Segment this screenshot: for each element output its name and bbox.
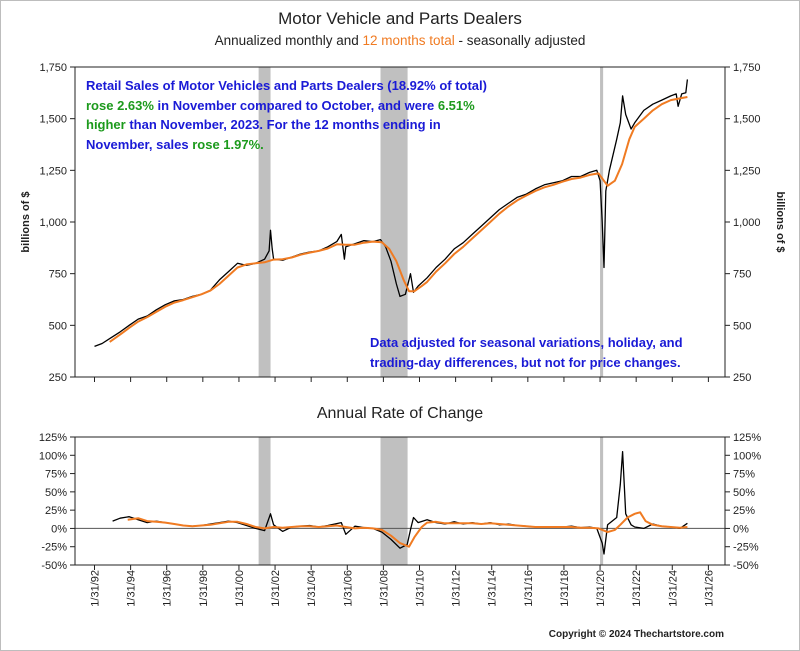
xtick-label: 1/31/12 [451,570,463,607]
xtick-label: 1/31/92 [90,570,102,607]
xtick-label: 1/31/18 [559,570,571,607]
top-ytick-label-left: 1,000 [39,217,67,229]
xtick-label: 1/31/20 [595,570,607,607]
note1-text: November, sales [86,136,193,152]
bottom-ytick-label-right: -25% [733,542,759,554]
bottom-ytick-label-left: 100% [39,450,67,462]
top-recession-band [380,67,408,377]
xtick-label: 1/31/14 [487,570,499,607]
subtitle-orange-text: 12 months total [362,33,455,48]
note1-higher-word: higher [86,117,126,132]
top-plot-border [74,66,726,378]
chart-title: Motor Vehicle and Parts Dealers [278,9,522,28]
top-ytick-label-left: 1,250 [39,165,67,177]
top-ytick-label-right: 1,750 [733,62,761,74]
bottom-ytick-label-left: -25% [41,542,67,554]
note1-line3: higher than November, 2023. For the 12 m… [86,115,487,135]
bottom-ytick-label-left: 125% [39,432,67,444]
xtick-label: 1/31/98 [198,570,210,607]
bottom-ytick-label-left: -50% [41,560,67,572]
top-ytick-label-right: 500 [733,320,751,332]
top-ytick-label-left: 1,500 [39,114,67,126]
xtick-label: 1/31/22 [631,570,643,607]
xtick-label: 1/31/24 [667,570,679,607]
top-ytick-label-right: 1,250 [733,165,761,177]
top-ytick-label-right: 1,500 [733,114,761,126]
copyright-text: Copyright © 2024 Thechartstore.com [548,629,724,640]
bottom-ytick-label-right: 125% [733,432,761,444]
bottom-ytick-label-left: 25% [45,505,67,517]
xtick-label: 1/31/16 [523,570,535,607]
xtick-label: 1/31/96 [162,570,174,607]
top-ytick-label-right: 1,000 [733,217,761,229]
top-ytick-label-right: 250 [733,372,751,384]
top-ytick-label-left: 750 [49,269,67,281]
note1-yoy-value: 6.51% [437,97,475,113]
xtick-label: 1/31/06 [342,570,354,607]
xtick-label: 1/31/08 [378,570,390,607]
chart-subtitle: Annualized monthly and 12 months total -… [0,33,800,48]
xtick-label: 1/31/04 [306,570,318,607]
subtitle-prefix: Annualized monthly and [214,33,363,48]
xtick-label: 1/31/10 [415,570,427,607]
xtick-label: 1/31/26 [703,570,715,607]
top-ytick-label-left: 250 [49,372,67,384]
top-series-monthly [94,79,689,348]
xtick-label: 1/31/00 [234,570,246,607]
bottom-recession-band [600,437,604,565]
bottom-ytick-label-left: 0% [51,523,67,535]
adjustment-annotation: Data adjusted for seasonal variations, h… [370,333,683,373]
note1-text: in November compared to October, and wer… [153,97,438,113]
sales-summary-annotation: Retail Sales of Motor Vehicles and Parts… [86,76,487,154]
note2-line1: Data adjusted for seasonal variations, h… [370,335,683,350]
note1-line1: Retail Sales of Motor Vehicles and Parts… [86,78,487,93]
top-recession-band [258,67,271,377]
subtitle-suffix: - seasonally adjusted [454,33,586,48]
bottom-ytick-label-right: 25% [733,505,755,517]
note1-12m-value: rose 1.97%. [192,136,264,152]
bottom-ytick-label-right: 75% [733,469,755,481]
note1-line4: November, sales rose 1.97%. [86,135,487,155]
bottom-ytick-label-left: 50% [45,487,67,499]
note2-line2: trading-day differences, but not for pri… [370,355,681,370]
note1-rose-value: rose 2.63% [86,97,154,113]
xtick-label: 1/31/02 [270,570,282,607]
top-series-twelve_month [109,96,688,343]
bottom-recession-band [258,437,271,565]
bottom-ytick-label-right: 100% [733,450,761,462]
note1-line2: rose 2.63% in November compared to Octob… [86,96,487,116]
bottom-ytick-label-right: -50% [733,560,759,572]
note1-text: than November, 2023. For the 12 months e… [125,117,441,132]
bottom-plot-border [74,436,726,566]
xtick-label: 1/31/94 [126,570,138,607]
bottom-chart-title: Annual Rate of Change [316,405,484,422]
bottom-series-twelve_month [127,511,688,548]
top-ytick-label-left: 500 [49,320,67,332]
top-ytick-label-right: 750 [733,269,751,281]
bottom-ytick-label-right: 0% [733,523,749,535]
top-ytick-label-left: 1,750 [39,62,67,74]
bottom-ytick-label-right: 50% [733,487,755,499]
bottom-ytick-label-left: 75% [45,469,67,481]
